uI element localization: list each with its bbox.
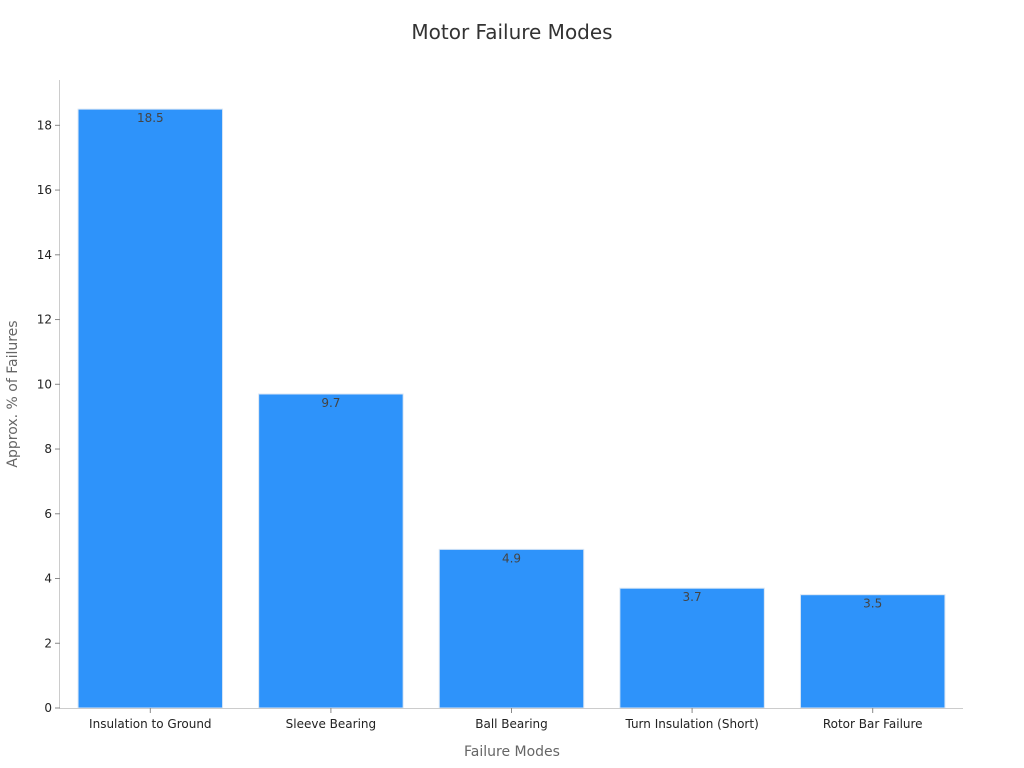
y-tick-label-1: 2 [44,636,52,650]
bar-value-label-0: 18.5 [137,111,164,125]
y-tick-label-3: 6 [44,507,52,521]
y-tick-label-9: 18 [37,118,52,132]
data-labels-layer: 18.5 9.7 4.9 3.7 3.5 [137,111,882,611]
x-ticks-layer: Insulation to Ground Sleeve Bearing Ball B… [89,708,923,731]
y-tick-label-2: 4 [44,572,52,586]
y-tick-label-6: 12 [37,313,52,327]
x-tick-label-2: Ball Bearing [475,717,548,731]
y-tick-label-7: 14 [37,248,52,262]
bar-value-label-1: 9.7 [321,396,340,410]
x-tick-label-0: Insulation to Ground [89,717,212,731]
bar-value-label-2: 4.9 [502,551,521,565]
bar-1 [258,393,404,709]
y-tick-label-5: 10 [37,377,52,391]
bar-value-label-3: 3.7 [683,590,702,604]
bar-3 [619,587,765,709]
x-axis-title: Failure Modes [464,744,560,760]
bars-layer [77,108,946,709]
x-tick-label-1: Sleeve Bearing [286,717,376,731]
y-axis-title: Approx. % of Failures [5,320,21,467]
bar-4 [799,594,946,709]
y-tick-label-4: 8 [44,442,52,456]
bar-0 [77,108,224,709]
bar-value-label-4: 3.5 [863,597,882,611]
y-tick-label-0: 0 [44,701,52,715]
x-tick-label-4: Rotor Bar Failure [823,717,923,731]
y-tick-label-8: 16 [37,183,52,197]
y-ticks-layer: 0 2 4 6 8 10 12 14 16 18 [37,118,60,715]
chart-title: Motor Failure Modes [411,20,613,44]
x-tick-label-3: Turn Insulation (Short) [624,717,758,731]
bar-2 [438,548,585,709]
